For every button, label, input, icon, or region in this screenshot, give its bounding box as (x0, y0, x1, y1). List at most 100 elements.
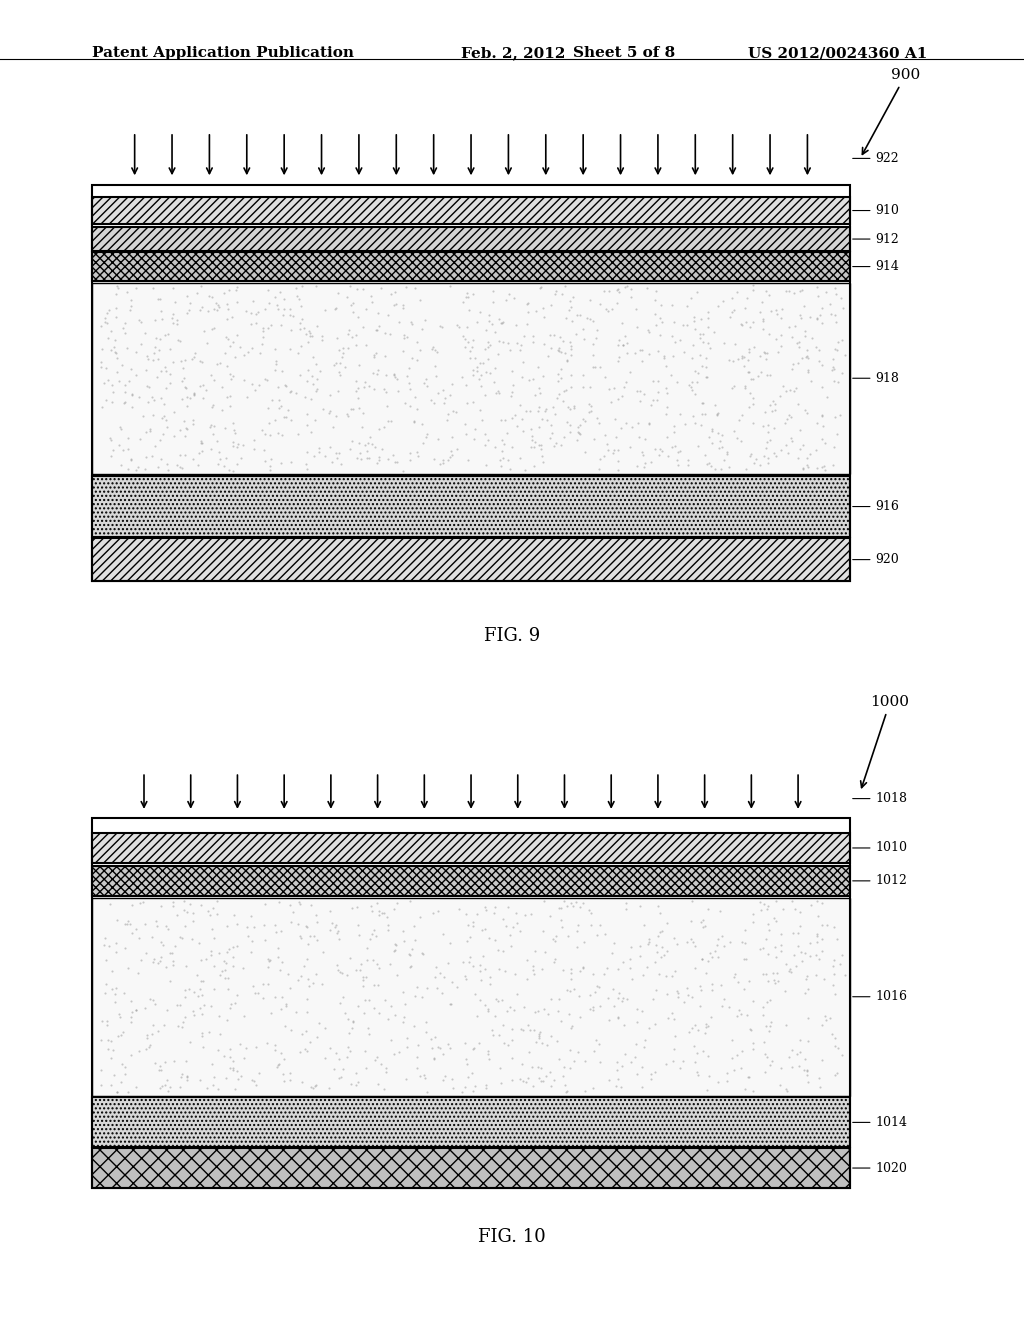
Point (255, 327, 271, 348)
Point (748, 449, 764, 470)
Point (585, 310, 601, 331)
Bar (92, 197, 850, 224)
Point (459, 392, 475, 413)
Point (232, 447, 249, 469)
Point (722, 932, 738, 953)
Point (222, 385, 239, 407)
Point (144, 277, 161, 298)
Point (338, 286, 354, 308)
Point (343, 294, 359, 315)
Point (282, 338, 298, 359)
Point (808, 945, 824, 966)
Point (525, 1076, 542, 1097)
Point (716, 449, 732, 470)
Point (825, 956, 842, 977)
Point (302, 326, 318, 347)
Point (414, 413, 430, 434)
Point (160, 323, 176, 345)
Point (274, 986, 291, 1007)
Point (829, 1038, 846, 1059)
Point (762, 364, 778, 385)
Point (329, 447, 345, 469)
Point (493, 1057, 509, 1078)
Point (742, 317, 759, 338)
Point (193, 433, 209, 454)
Point (783, 428, 800, 449)
Point (562, 345, 579, 366)
Point (150, 367, 166, 388)
Point (427, 1026, 443, 1047)
Point (98, 313, 115, 334)
Point (396, 325, 413, 346)
Point (294, 1023, 310, 1044)
Point (302, 1031, 318, 1052)
Point (523, 426, 540, 447)
Point (378, 1061, 394, 1082)
Point (331, 442, 347, 463)
Point (666, 1008, 682, 1030)
Point (263, 314, 280, 335)
Point (787, 378, 804, 399)
Point (330, 960, 346, 981)
Point (753, 454, 769, 475)
Point (203, 995, 219, 1016)
Point (770, 342, 786, 363)
Point (782, 407, 799, 428)
Point (538, 1065, 554, 1086)
Point (562, 969, 579, 990)
Point (724, 1048, 740, 1069)
Point (112, 417, 128, 438)
Point (460, 450, 476, 471)
Point (531, 1020, 548, 1041)
Point (268, 921, 285, 942)
Point (165, 954, 181, 975)
Point (211, 942, 227, 964)
Point (218, 915, 234, 936)
Point (792, 902, 808, 923)
Point (283, 319, 299, 341)
Point (236, 1005, 252, 1026)
Point (395, 1011, 412, 1032)
Point (680, 454, 696, 475)
Point (221, 939, 238, 960)
Point (226, 420, 243, 441)
Point (414, 987, 430, 1008)
Point (592, 995, 608, 1016)
Point (610, 450, 627, 471)
Point (408, 385, 424, 407)
Point (696, 915, 713, 936)
Point (738, 949, 755, 970)
Point (282, 895, 298, 916)
Point (373, 1053, 389, 1074)
Point (791, 1055, 807, 1076)
Point (558, 308, 574, 329)
Point (165, 950, 181, 972)
Point (439, 404, 456, 425)
Point (766, 970, 782, 991)
Point (152, 950, 168, 972)
Point (587, 356, 603, 378)
Point (800, 362, 816, 383)
Point (243, 302, 259, 323)
Point (562, 376, 579, 397)
Point (698, 347, 715, 368)
Point (153, 387, 169, 408)
Point (817, 281, 834, 302)
Point (298, 989, 314, 1010)
Point (760, 453, 776, 474)
Point (574, 957, 591, 978)
Point (124, 396, 140, 417)
Point (543, 1061, 559, 1082)
Point (552, 326, 568, 347)
Point (554, 916, 570, 937)
Point (664, 437, 680, 458)
Point (139, 375, 156, 396)
Point (360, 990, 377, 1011)
Point (572, 304, 589, 325)
Point (289, 285, 305, 306)
Point (651, 903, 668, 924)
Point (609, 958, 626, 979)
Point (669, 981, 685, 1002)
Point (402, 890, 419, 911)
Point (396, 931, 413, 952)
